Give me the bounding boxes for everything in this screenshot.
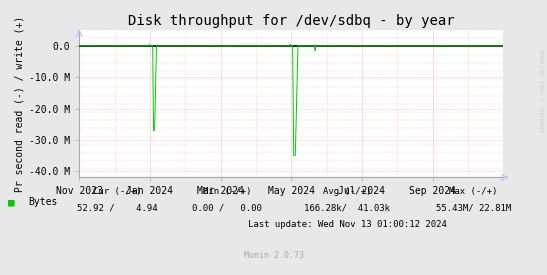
Text: RRDTOOL / TOBI OETIKER: RRDTOOL / TOBI OETIKER xyxy=(541,50,546,132)
Text: 55.43M/ 22.81M: 55.43M/ 22.81M xyxy=(435,203,511,212)
Text: ■: ■ xyxy=(8,197,15,207)
Title: Disk throughput for /dev/sdbq - by year: Disk throughput for /dev/sdbq - by year xyxy=(128,14,455,28)
Text: Cur (-/+): Cur (-/+) xyxy=(94,187,142,196)
Text: Munin 2.0.73: Munin 2.0.73 xyxy=(243,251,304,260)
Text: 52.92 /    4.94: 52.92 / 4.94 xyxy=(77,203,158,212)
Y-axis label: Pr second read (-) / write (+): Pr second read (-) / write (+) xyxy=(15,16,25,192)
Text: Max (-/+): Max (-/+) xyxy=(449,187,497,196)
Text: Bytes: Bytes xyxy=(28,197,58,207)
Text: Avg (-/+): Avg (-/+) xyxy=(323,187,371,196)
Text: 166.28k/  41.03k: 166.28k/ 41.03k xyxy=(304,203,391,212)
Text: 0.00 /   0.00: 0.00 / 0.00 xyxy=(192,203,262,212)
Text: Min (-/+): Min (-/+) xyxy=(203,187,251,196)
Text: Last update: Wed Nov 13 01:00:12 2024: Last update: Wed Nov 13 01:00:12 2024 xyxy=(248,220,447,229)
